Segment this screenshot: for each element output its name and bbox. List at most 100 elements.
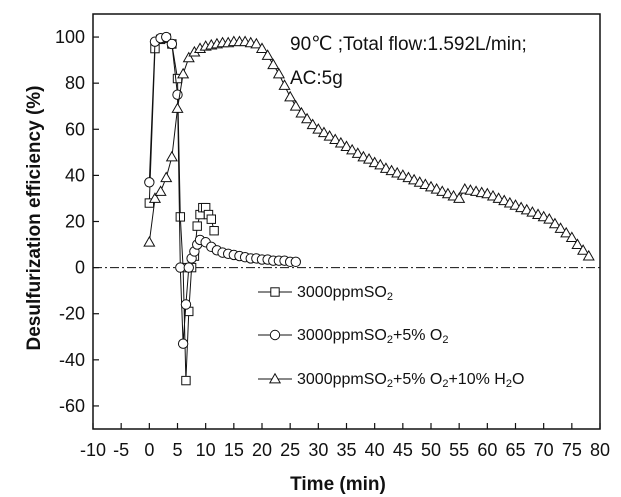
data-point [548,217,561,229]
annotation-line-2: AC:5g [290,68,343,89]
x-tick-label: 55 [449,440,469,460]
data-point [289,100,302,111]
x-tick-label: 35 [336,440,356,460]
x-tick-label: 60 [477,440,497,460]
tick-marks [92,36,601,429]
y-axis-title: Desulfurization efficiency (%) [24,86,45,351]
data-point [362,153,376,164]
data-point [565,231,578,243]
data-point [161,31,172,43]
x-tick-label: 65 [505,440,525,460]
legend-label: 3000ppmSO2+5% O2+10% H2O [297,371,524,390]
tick-labels: -10 -5 0 5 10 15 20 25 30 35 40 45 50 55 60 65 70 75 80-60… [55,27,610,460]
data-point [206,214,217,224]
legend-item: 3000ppmSO2 [258,284,393,303]
x-tick-label: 75 [562,440,582,460]
legend-label: 3000ppmSO2+5% O2 [297,327,448,346]
data-point [175,212,186,222]
y-tick-label: -20 [59,304,85,324]
x-tick-label: 30 [308,440,328,460]
x-tick-label: 15 [224,440,244,460]
series-triangle [143,35,595,261]
data-point [334,136,347,148]
series-circle [144,31,301,349]
y-tick-label: 20 [65,212,85,232]
data-point [177,338,189,349]
legend: 3000ppmSO2 3000ppmSO2+5% O2 3000ppmSO2+5% … [258,284,524,390]
data-point [172,73,183,84]
data-point [182,51,195,63]
data-point [143,236,156,247]
data-point [255,42,269,53]
data-point [177,67,190,79]
data-point [560,226,573,238]
data-point [166,38,178,50]
y-tick-label: 60 [65,119,85,139]
x-tick-label: 50 [421,440,441,460]
x-tick-label: 80 [590,440,610,460]
data-point [209,226,219,236]
plot-frame [92,13,601,430]
x-axis-title: Time (min) [290,474,386,495]
y-tick-label: -60 [59,396,85,416]
data-point [577,244,590,255]
legend-marker [268,372,282,384]
data-point [183,262,194,273]
data-point [374,158,387,170]
data-point [272,67,285,79]
y-tick-label: 80 [65,73,85,93]
data-point [172,89,183,100]
x-tick-label: 5 [172,440,182,460]
series-line [148,36,296,344]
x-tick-label: 70 [534,440,554,460]
data-point [267,58,280,70]
data-point [278,79,291,90]
data-point [317,126,331,138]
data-point [312,123,325,134]
data-point [192,221,202,231]
x-tick-label: 40 [365,440,385,460]
data-point [181,375,191,386]
data-point [250,37,263,49]
data-point [261,49,274,60]
data-point [554,222,567,233]
x-tick-label: 25 [280,440,300,460]
data-point [543,212,556,224]
legend-marker [270,287,280,297]
axes [92,13,601,430]
data-point [284,90,297,102]
series-line [148,41,590,257]
x-tick-label: 20 [252,440,272,460]
data-point [171,102,184,113]
y-tick-label: 40 [65,165,85,185]
legend-label: 3000ppmSO2 [297,284,393,303]
data-point [453,192,466,203]
data-point [165,150,178,162]
series-layer [143,31,595,386]
series-square [144,33,219,386]
x-tick-label: 10 [196,440,216,460]
data-point [144,198,155,208]
x-tick-label: 0 [144,440,154,460]
x-tick-label: -5 [113,440,129,460]
data-point [582,249,595,261]
data-point [154,185,167,196]
data-point [180,299,192,310]
data-point [340,140,353,151]
legend-item: 3000ppmSO2+5% O2+10% H2O [258,371,524,390]
data-point [571,238,584,249]
annotation-line-1: 90℃ ;Total flow:1.592L/min; [290,34,527,55]
x-tick-label: 45 [393,440,413,460]
data-point [290,256,301,268]
data-point [346,143,359,155]
data-point [295,106,308,118]
data-point [148,192,162,203]
data-point [329,133,342,145]
data-point [144,177,155,188]
data-point [323,129,336,141]
data-point [160,171,173,183]
y-tick-label: 0 [75,258,85,278]
y-tick-label: 100 [55,27,85,47]
legend-marker [269,329,281,341]
